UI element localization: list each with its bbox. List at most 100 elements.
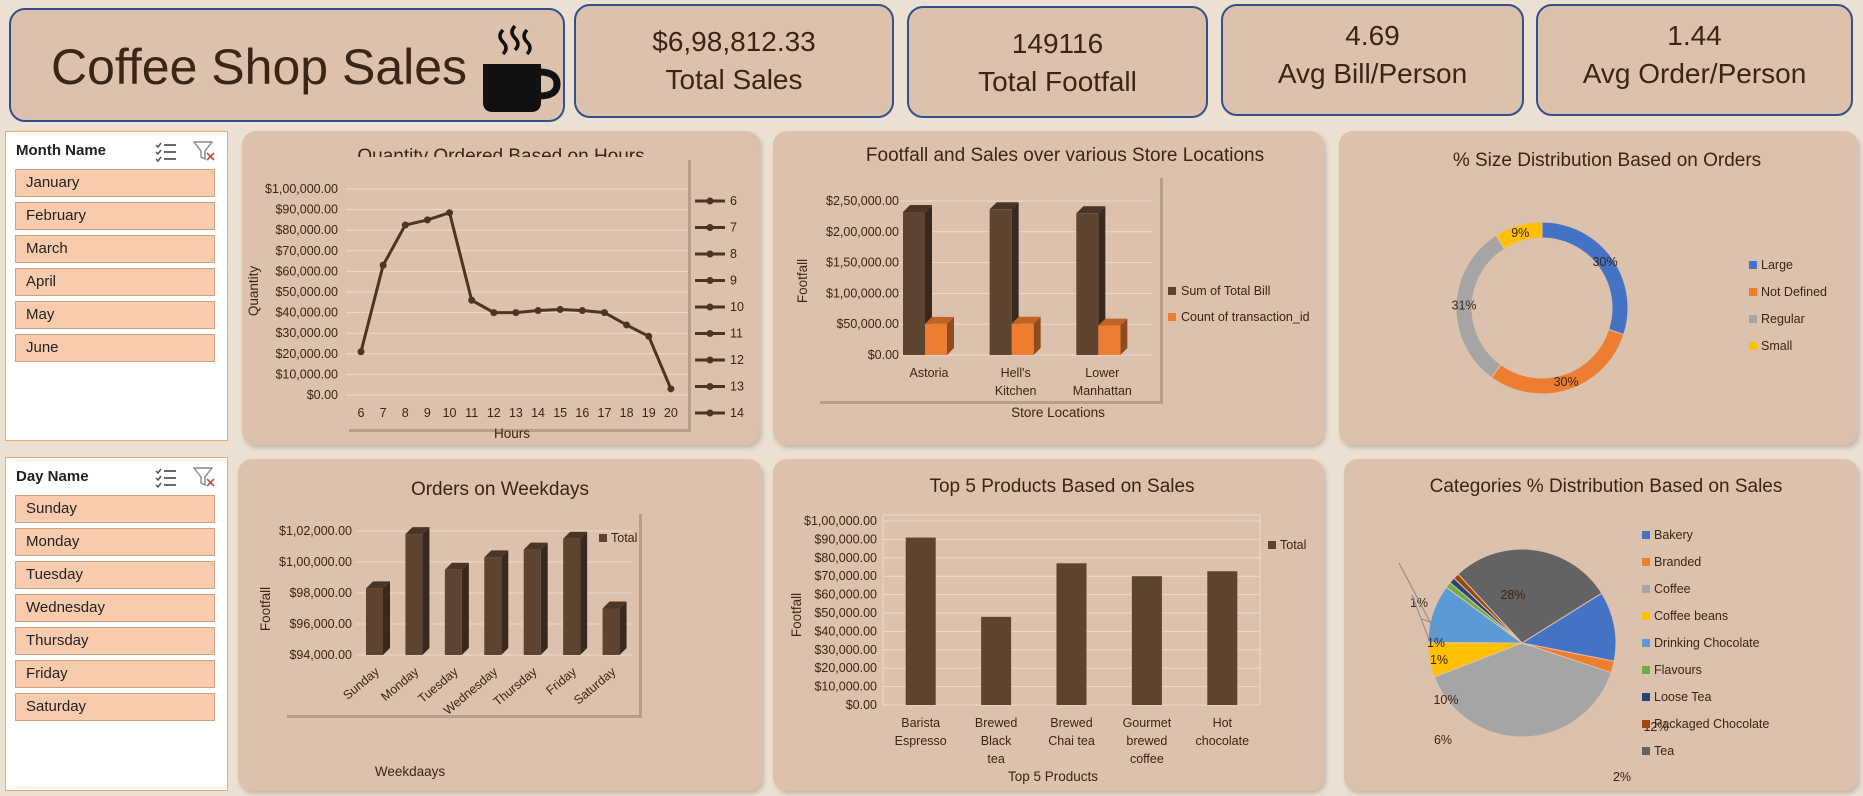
data-point — [623, 321, 631, 329]
x-tick-label: 6 — [358, 406, 365, 420]
bar — [903, 211, 925, 355]
title-card: Coffee Shop Sales — [9, 8, 565, 122]
legend-label: Total — [611, 531, 637, 545]
leader-line — [1398, 562, 1439, 638]
x-tick-label: 8 — [402, 406, 409, 420]
legend-label: Sum of Total Bill — [1181, 284, 1270, 298]
multi-select-icon[interactable] — [154, 140, 178, 162]
y-tick-label: $0.00 — [868, 348, 899, 362]
bar-top — [444, 562, 469, 570]
data-label: 30% — [1554, 375, 1579, 389]
y-tick-label: $96,000.00 — [289, 617, 352, 631]
slice — [1541, 221, 1629, 336]
data-point — [578, 307, 586, 315]
legend-label: 11 — [730, 327, 743, 341]
bar-side — [383, 581, 390, 655]
legend-label: 12 — [730, 353, 744, 367]
bar-side — [422, 527, 430, 655]
bar — [523, 549, 541, 655]
chart-title: Orders on Weekdays — [411, 479, 589, 500]
bar-top — [989, 202, 1019, 210]
clear-filter-icon[interactable] — [192, 466, 216, 488]
bar-top — [1011, 316, 1041, 324]
clear-filter-icon[interactable] — [192, 140, 216, 162]
legend-swatch — [1168, 313, 1176, 321]
slicer-item-monday[interactable]: Monday — [15, 528, 215, 556]
data-point — [534, 307, 542, 315]
legend-label: 13 — [730, 380, 744, 394]
slicer-item-april[interactable]: April — [15, 268, 215, 296]
legend-label: Flavours — [1654, 663, 1702, 677]
y-tick-label: $1,00,000.00 — [804, 514, 877, 528]
day-slicer: Day Name Sunday Monday Tuesday Wednesday… — [5, 457, 228, 791]
bar — [925, 323, 947, 355]
x-tick-label: Kitchen — [995, 384, 1037, 398]
data-point — [556, 306, 564, 314]
y-tick-label: $1,00,000.00 — [265, 182, 338, 196]
legend-label: Regular — [1761, 312, 1805, 326]
kpi-value: 149116 — [1011, 28, 1104, 59]
bar-side — [1011, 202, 1019, 355]
y-tick-label: $80,000.00 — [814, 551, 877, 565]
y-tick-label: $1,00,000.00 — [279, 555, 352, 569]
x-tick-label: 13 — [509, 406, 523, 420]
x-tick-label: Lower — [1085, 366, 1119, 380]
slicer-item-tuesday[interactable]: Tuesday — [15, 561, 215, 589]
bar — [981, 616, 1012, 705]
month-slicer: Month Name January February March April … — [5, 131, 228, 441]
slicer-title: Month Name — [16, 142, 106, 159]
bar — [1011, 323, 1034, 355]
multi-select-icon[interactable] — [154, 466, 178, 488]
slicer-item-sunday[interactable]: Sunday — [15, 495, 215, 523]
y-tick-label: $2,50,000.00 — [826, 194, 899, 208]
y-tick-label: $94,000.00 — [289, 648, 352, 662]
legend-marker — [706, 303, 714, 311]
legend-label: Large — [1761, 258, 1793, 272]
data-label: 1% — [1410, 596, 1428, 610]
chart-title: Top 5 Products Based on Sales — [929, 476, 1194, 497]
x-axis-label: Hours — [494, 426, 530, 441]
data-label: 9% — [1511, 226, 1529, 240]
x-tick-label: chocolate — [1196, 734, 1250, 748]
slicer-item-may[interactable]: May — [15, 301, 215, 329]
slicer-item-saturday[interactable]: Saturday — [15, 693, 215, 721]
chart-title: Categories % Distribution Based on Sales — [1430, 476, 1783, 497]
slicer-item-wednesday[interactable]: Wednesday — [15, 594, 215, 622]
x-tick-label: Espresso — [895, 734, 947, 748]
locations-chart-panel: Footfall and Sales over various Store Lo… — [773, 131, 1324, 445]
y-tick-label: $70,000.00 — [275, 244, 338, 258]
slicer-item-february[interactable]: February — [15, 202, 215, 230]
locations-bar-chart: Footfall and Sales over various Store Lo… — [795, 145, 1310, 420]
x-tick-label: Brewed — [1050, 716, 1092, 730]
y-tick-label: $0.00 — [307, 388, 338, 402]
data-label: 31% — [1452, 299, 1477, 313]
x-tick-label: 19 — [642, 406, 656, 420]
page-title: Coffee Shop Sales — [51, 39, 468, 95]
y-tick-label: $40,000.00 — [275, 306, 338, 320]
slicer-item-thursday[interactable]: Thursday — [15, 627, 215, 655]
slice — [1457, 548, 1603, 644]
legend-label: Small — [1761, 339, 1792, 353]
x-tick-label: Black — [981, 734, 1012, 748]
x-tick-label: Hell's — [1001, 366, 1031, 380]
slicer-item-friday[interactable]: Friday — [15, 660, 215, 688]
y-tick-label: $2,00,000.00 — [826, 225, 899, 239]
y-tick-label: $1,50,000.00 — [826, 256, 899, 270]
legend-label: Loose Tea — [1654, 690, 1712, 704]
legend-label: Packaged Chocolate — [1654, 717, 1769, 731]
plot-area — [346, 157, 688, 429]
legend-label: Bakery — [1654, 528, 1694, 542]
size-chart-panel: % Size Distribution Based on Orders 30% 30… — [1339, 131, 1858, 445]
slicer-item-january[interactable]: January — [15, 169, 215, 197]
kpi-value: 4.69 — [1345, 20, 1400, 51]
legend-swatch — [1749, 288, 1757, 296]
legend-swatch — [1642, 558, 1650, 566]
x-tick-label: 17 — [598, 406, 612, 420]
kpi-value: $6,98,812.33 — [652, 26, 816, 57]
bar-top — [925, 316, 954, 324]
slicer-item-march[interactable]: March — [15, 235, 215, 263]
bar-top — [484, 550, 509, 558]
y-tick-label: $20,000.00 — [275, 347, 338, 361]
slicer-item-june[interactable]: June — [15, 334, 215, 362]
legend-marker — [706, 197, 714, 205]
